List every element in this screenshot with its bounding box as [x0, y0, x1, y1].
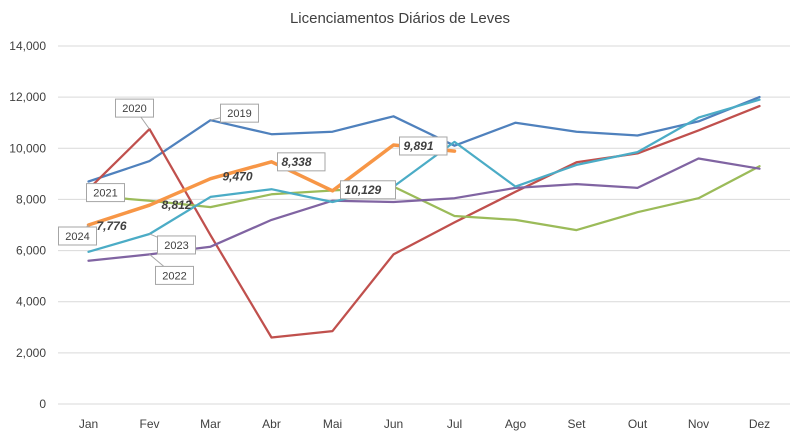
series-name-label: 2020 [122, 103, 146, 115]
series-line-2024 [86, 143, 457, 227]
data-label-box [340, 180, 396, 200]
data-label: 8,812 [162, 198, 192, 212]
x-tick-label: Jul [447, 417, 462, 431]
y-tick-label: 4,000 [16, 295, 46, 309]
series-callout-box [58, 226, 97, 246]
data-label: 10,129 [345, 183, 382, 197]
series-name-label: 2022 [162, 270, 186, 282]
x-tick-label: Dez [749, 417, 770, 431]
data-label: 9,891 [404, 139, 434, 153]
x-tick-label: Jun [384, 417, 403, 431]
x-tick-label: Abr [262, 417, 281, 431]
x-tick-label: Out [628, 417, 648, 431]
y-tick-label: 12,000 [9, 90, 46, 104]
series-callout-box [86, 183, 125, 203]
y-tick-label: 8,000 [16, 192, 46, 206]
series-name-label: 2019 [227, 108, 251, 120]
x-tick-label: Fev [139, 417, 159, 431]
series-callout-box [157, 235, 196, 255]
y-tick-label: 2,000 [16, 346, 46, 360]
series-line-2023 [87, 98, 761, 253]
x-tick-label: Mar [200, 417, 221, 431]
x-tick-label: Ago [505, 417, 527, 431]
x-tick-label: Jan [79, 417, 98, 431]
series-line-2019 [87, 95, 761, 183]
data-label: 8,338 [282, 155, 312, 169]
x-tick-label: Mai [323, 417, 342, 431]
data-label: 9,470 [223, 170, 253, 184]
y-tick-label: 14,000 [9, 39, 46, 53]
series-name-label: 2021 [93, 188, 117, 200]
x-tick-label: Set [567, 417, 586, 431]
x-tick-label: Nov [688, 417, 709, 431]
y-tick-label: 6,000 [16, 244, 46, 258]
series-name-label: 2023 [164, 240, 188, 252]
data-label: 7,776 [97, 219, 127, 233]
series-line-2022 [87, 157, 761, 262]
y-tick-label: 0 [39, 397, 46, 411]
series-callout-box [115, 98, 154, 118]
series-line-2021 [87, 165, 761, 232]
chart-title: Licenciamentos Diários de Leves [289, 10, 511, 27]
data-label-box [277, 152, 326, 172]
data-label-box [399, 136, 448, 156]
series-name-label: 2024 [65, 231, 89, 243]
series-line-2020 [87, 104, 761, 339]
y-tick-label: 10,000 [9, 141, 46, 155]
series-callout-box [155, 265, 194, 285]
series-callout-box [220, 103, 259, 123]
